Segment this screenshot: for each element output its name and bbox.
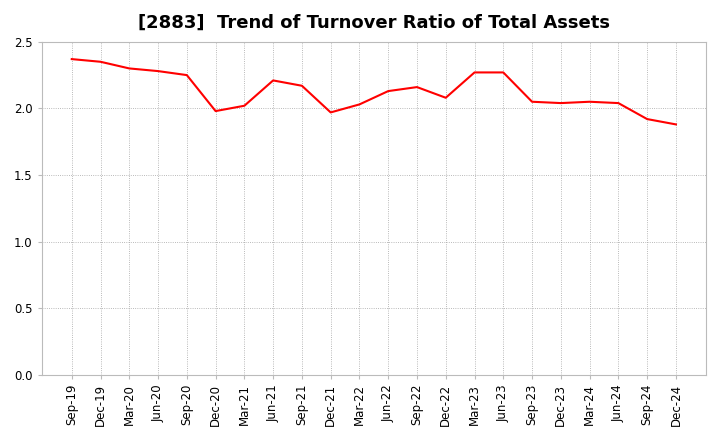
Title: [2883]  Trend of Turnover Ratio of Total Assets: [2883] Trend of Turnover Ratio of Total … xyxy=(138,14,610,32)
